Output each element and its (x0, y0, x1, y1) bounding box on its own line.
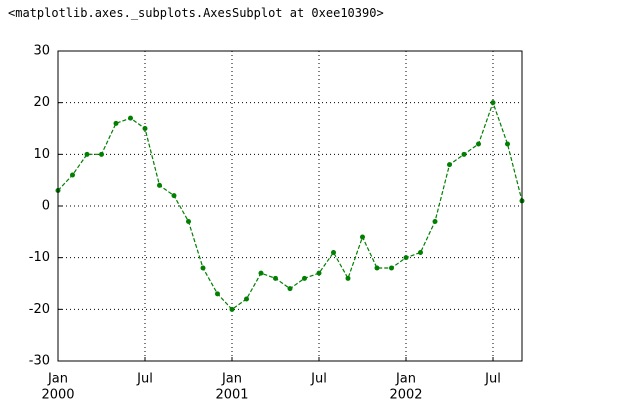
x-tick-label: Jan (221, 372, 242, 387)
point (258, 270, 264, 276)
point (128, 115, 133, 121)
point (316, 270, 322, 276)
x-tick-label: Jul (310, 372, 327, 387)
y-tick-label: 20 (33, 95, 50, 110)
y-tick-label: -20 (29, 302, 50, 317)
point (331, 250, 336, 255)
point (461, 151, 467, 157)
point (432, 219, 438, 224)
point (345, 275, 351, 281)
point (418, 250, 423, 255)
x-tick-label: Jul (136, 372, 153, 387)
point (157, 182, 162, 188)
y-tick-label: -30 (29, 354, 50, 369)
point (476, 141, 481, 147)
x-tick-year: 2001 (215, 388, 248, 403)
point (273, 275, 278, 281)
y-tick-label: -10 (29, 250, 50, 265)
y-tick-label: 30 (33, 44, 50, 59)
point (113, 120, 119, 126)
x-tick-label: Jul (484, 372, 501, 387)
point (505, 141, 510, 147)
x-tick-label: Jan (395, 372, 416, 387)
point (215, 291, 220, 297)
point (389, 265, 394, 271)
point (302, 275, 307, 281)
point (186, 219, 191, 224)
point (360, 234, 365, 240)
point (244, 296, 249, 302)
x-tick-year: 2002 (389, 388, 422, 403)
point (70, 172, 75, 178)
point (490, 100, 496, 106)
point (287, 286, 293, 292)
point (200, 265, 206, 271)
x-tick-year: 2000 (41, 388, 74, 403)
point (229, 306, 235, 312)
point (99, 151, 104, 157)
point (142, 126, 148, 131)
y-tick-label: 10 (33, 147, 50, 162)
x-tick-label: Jan (47, 372, 68, 387)
y-tick-label: 0 (42, 199, 50, 214)
plot-frame (57, 50, 523, 362)
point (171, 193, 177, 199)
point (84, 151, 90, 157)
output-text: <matplotlib.axes._subplots.AxesSubplot a… (8, 6, 384, 20)
point (374, 265, 380, 271)
point (447, 162, 452, 168)
point (403, 255, 409, 261)
